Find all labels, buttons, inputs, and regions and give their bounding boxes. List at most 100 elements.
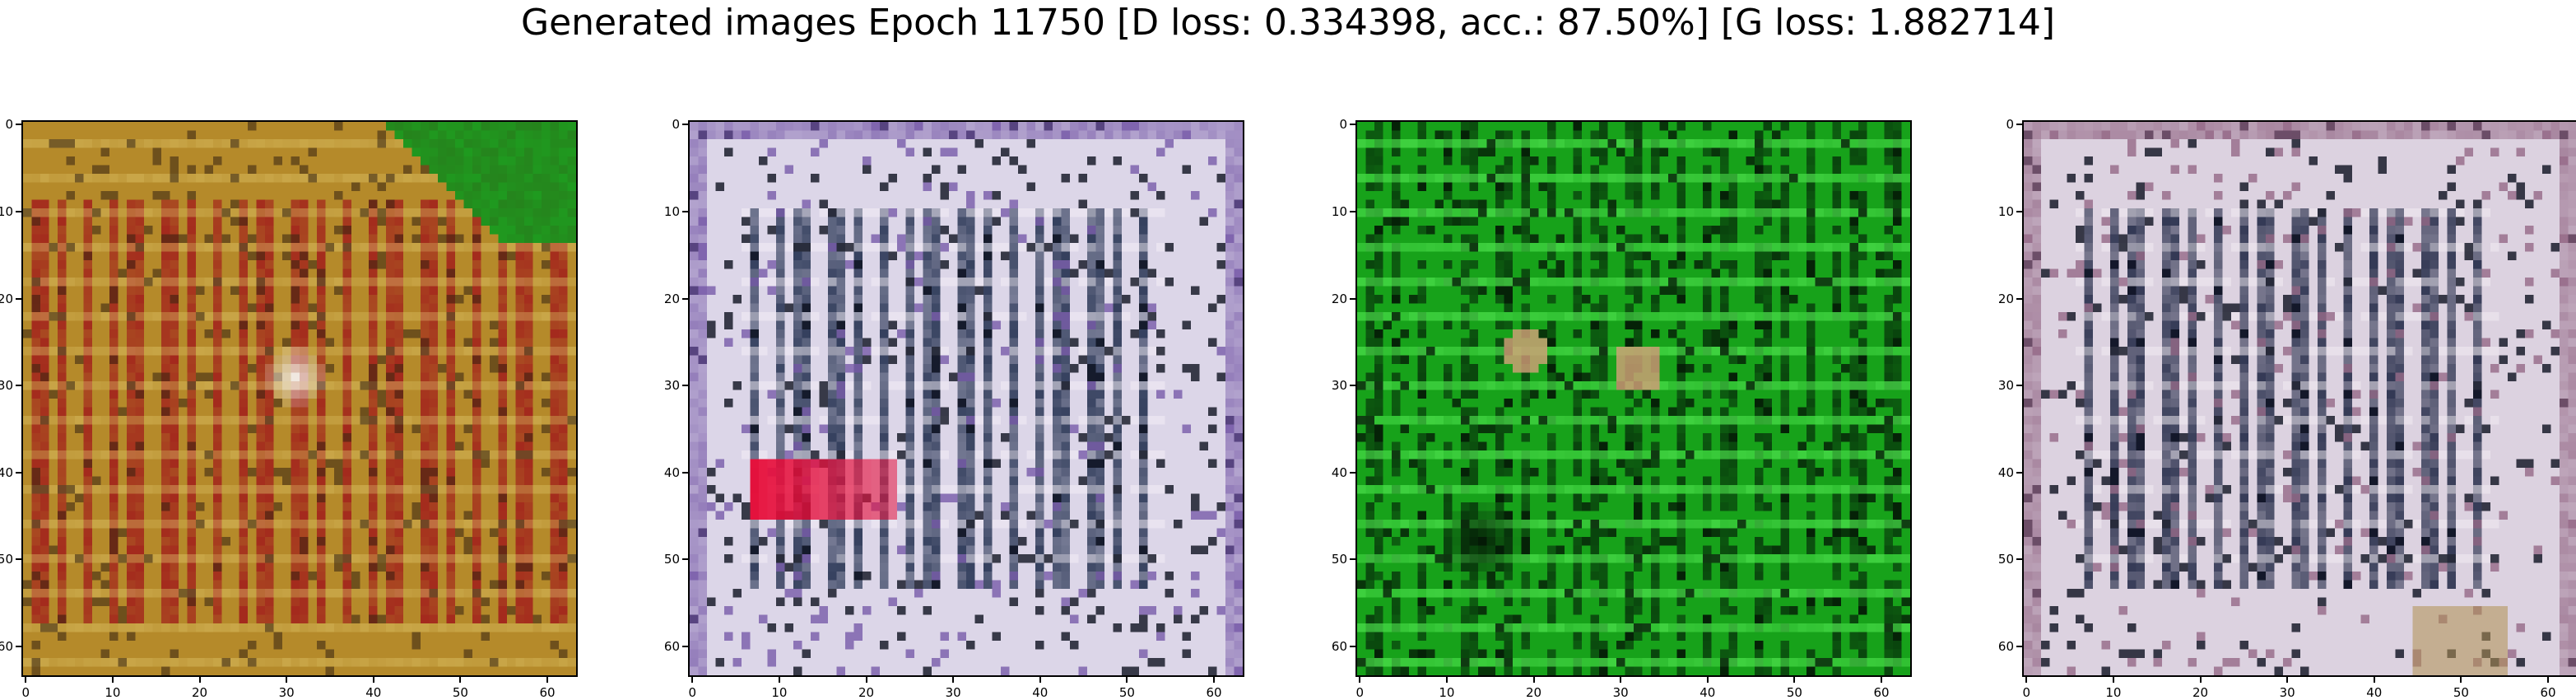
pixel [430, 139, 439, 148]
pixel [40, 416, 49, 425]
pixel [153, 235, 162, 244]
pixel [421, 364, 430, 373]
pixel [222, 667, 231, 676]
pixel [863, 217, 872, 226]
pixel [472, 623, 481, 632]
pixel [213, 511, 222, 520]
pixel [751, 208, 760, 217]
pixel [542, 606, 551, 615]
pixel [23, 581, 32, 590]
pixel [127, 606, 136, 615]
pixel [941, 148, 950, 157]
pixel [239, 381, 249, 390]
pixel [499, 460, 508, 469]
pixel [438, 131, 447, 140]
pixel [326, 356, 335, 365]
pixel [300, 537, 309, 546]
pixel [524, 563, 533, 572]
pixel [153, 632, 162, 642]
pixel [136, 329, 145, 338]
pixel [1122, 191, 1131, 200]
pixel [490, 650, 499, 659]
pixel [438, 416, 447, 425]
pixel [983, 183, 993, 192]
pixel [109, 563, 119, 572]
pixel [67, 485, 76, 494]
pixel [84, 606, 93, 615]
pixel [343, 148, 352, 157]
pixel [205, 485, 214, 494]
pixel [40, 502, 49, 511]
pixel [127, 131, 136, 140]
pixel [438, 321, 447, 330]
pixel [248, 502, 257, 511]
pixel [67, 554, 76, 563]
pixel [67, 166, 76, 175]
pixel [551, 226, 560, 235]
pixel [889, 148, 898, 157]
pixel [1001, 131, 1010, 140]
pixel [395, 381, 404, 390]
pixel [472, 156, 481, 166]
pixel [438, 183, 447, 192]
pixel [716, 156, 725, 166]
pixel [993, 226, 1002, 235]
pixel [559, 243, 568, 252]
pixel [430, 208, 439, 217]
pixel [542, 174, 551, 183]
pixel [239, 131, 249, 140]
pixel [455, 658, 464, 667]
pixel [109, 537, 119, 546]
pixel [1148, 131, 1157, 140]
pixel [568, 460, 577, 469]
pixel [1131, 148, 1140, 157]
pixel [84, 442, 93, 451]
pixel [101, 312, 110, 321]
pixel [326, 494, 335, 503]
pixel [32, 208, 41, 217]
pixel [136, 632, 145, 642]
pixel [196, 650, 205, 659]
pixel [516, 200, 525, 209]
pixel [690, 208, 699, 217]
pixel [516, 641, 525, 650]
pixel [75, 563, 84, 572]
pixel [551, 200, 560, 209]
pixel [265, 148, 274, 157]
pixel [464, 581, 473, 590]
pixel [309, 598, 318, 607]
pixel [412, 537, 421, 546]
pixel [101, 460, 110, 469]
pixel [136, 208, 145, 217]
pixel [144, 399, 153, 408]
pixel [32, 581, 41, 590]
pixel [1044, 200, 1053, 209]
pixel [326, 581, 335, 590]
pixel [1053, 166, 1062, 175]
pixel [551, 287, 560, 296]
pixel [196, 156, 205, 166]
pixel [300, 226, 309, 235]
pixel [161, 572, 170, 581]
pixel [369, 373, 378, 382]
pixel [127, 166, 136, 175]
pixel [776, 174, 785, 183]
pixel [127, 269, 136, 278]
pixel [300, 485, 309, 494]
pixel [40, 381, 49, 390]
pixel [447, 174, 456, 183]
pixel [23, 623, 32, 632]
pixel [75, 598, 84, 607]
pixel [179, 390, 188, 399]
pixel [317, 442, 326, 451]
pixel [828, 139, 837, 148]
pixel [67, 477, 76, 486]
pixel [239, 520, 249, 529]
pixel [559, 572, 568, 581]
pixel [828, 183, 837, 192]
pixel [1087, 200, 1096, 209]
pixel [447, 598, 456, 607]
pixel [101, 269, 110, 278]
pixel [499, 606, 508, 615]
pixel [351, 356, 360, 365]
